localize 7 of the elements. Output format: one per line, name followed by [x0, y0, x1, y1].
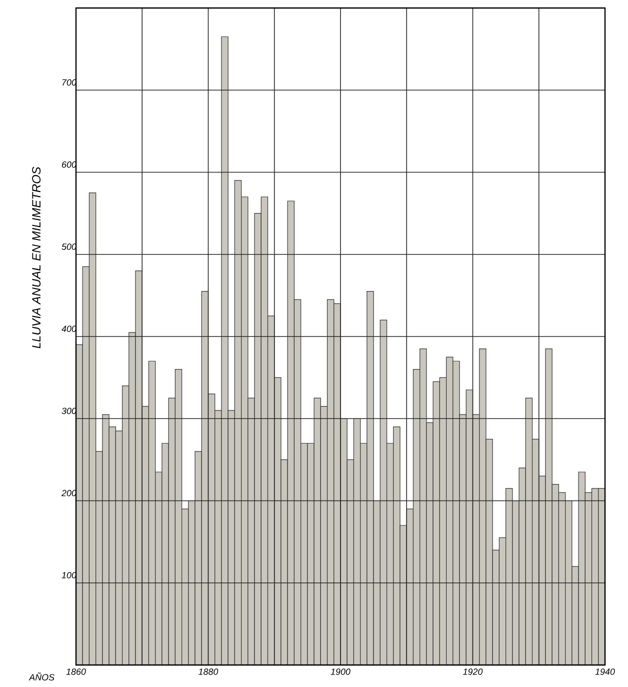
x-tick-label: 1880	[198, 668, 218, 675]
x-tick-label: 1920	[463, 668, 483, 675]
x-tick-label: 1900	[330, 668, 350, 675]
x-tick-label: 1860	[66, 668, 86, 675]
x-tick-label: 1940	[595, 668, 615, 675]
y-axis-title: LLUVIA ANUAL EN MILIMETROS	[32, 166, 41, 348]
x-axis-title: AÑOS	[28, 672, 54, 680]
